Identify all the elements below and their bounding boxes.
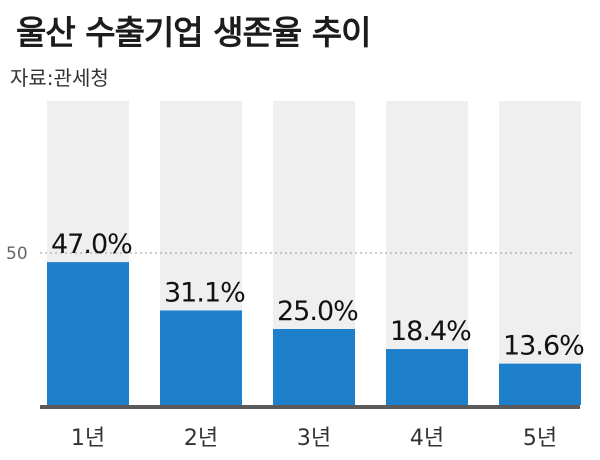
bar: [499, 363, 581, 405]
y-tick-label: 50: [6, 244, 28, 264]
x-tick-label: 2년: [184, 426, 218, 451]
baseline: [40, 405, 580, 409]
data-label: 25.0%: [277, 296, 358, 327]
x-tick-label: 5년: [523, 426, 557, 451]
x-tick-label: 1년: [71, 426, 105, 451]
chart-source: 자료:관세청: [10, 66, 109, 90]
x-tick-label: 4년: [410, 426, 444, 451]
bar: [386, 349, 468, 405]
bar: [47, 262, 129, 405]
chart-title: 울산 수출기업 생존율 추이: [16, 13, 371, 52]
bar: [160, 310, 242, 405]
data-label: 47.0%: [51, 229, 132, 260]
data-label: 13.6%: [503, 331, 584, 362]
bar: [273, 329, 355, 405]
x-tick-label: 3년: [297, 426, 331, 451]
data-label: 18.4%: [390, 316, 471, 347]
data-label: 31.1%: [164, 277, 245, 308]
